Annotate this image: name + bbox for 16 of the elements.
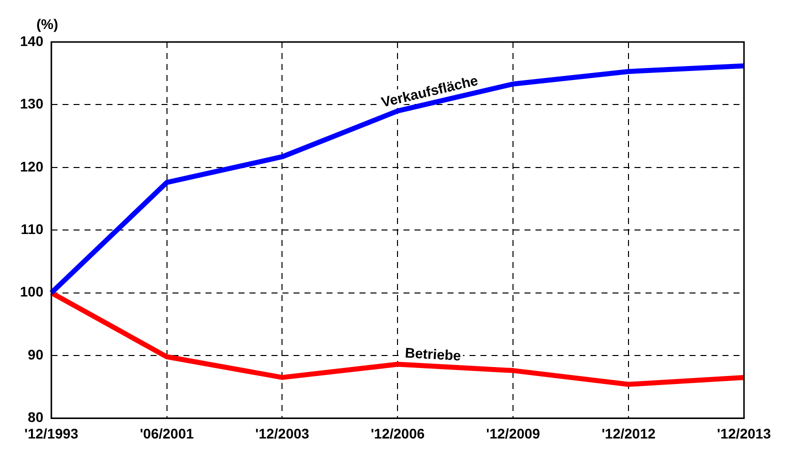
y-tick-label: 100 — [20, 284, 44, 300]
y-axis-title: (%) — [36, 16, 58, 32]
y-tick-label: 120 — [20, 158, 44, 174]
x-tick-label: '12/1993 — [24, 425, 79, 442]
y-tick-label: 90 — [28, 346, 44, 362]
x-tick-label: '12/2012 — [602, 425, 656, 442]
y-tick-label: 130 — [20, 96, 44, 112]
x-tick-label: '12/2006 — [370, 425, 425, 442]
x-tick-label: '12/2009 — [486, 425, 540, 442]
x-tick-label: '06/2001 — [140, 425, 194, 442]
y-tick-label: 110 — [20, 220, 44, 237]
series-label: Betriebe — [404, 344, 462, 364]
y-tick-label: 140 — [20, 32, 44, 49]
x-tick-label: '12/2003 — [255, 425, 310, 442]
x-tick-label: '12/2013 — [717, 425, 772, 442]
y-tick-label: 80 — [28, 409, 44, 426]
